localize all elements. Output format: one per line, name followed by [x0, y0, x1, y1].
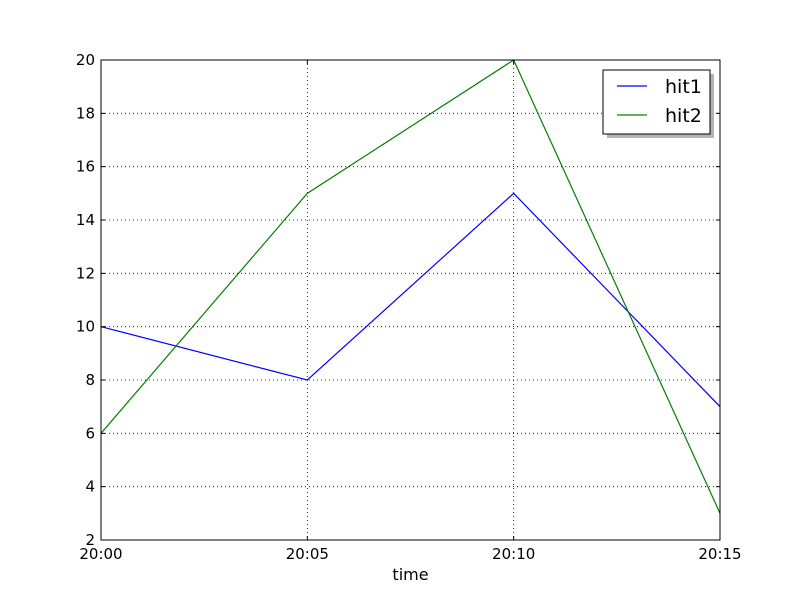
y-tick-label: 2 [85, 531, 95, 549]
y-tick-label: 8 [85, 371, 95, 389]
y-tick-label: 16 [76, 158, 95, 176]
legend-label-hit2: hit2 [665, 105, 702, 127]
plot-area-frame [100, 59, 721, 541]
series-line-hit2 [101, 60, 720, 514]
y-tick-label: 4 [85, 478, 95, 496]
y-tick-label: 18 [76, 104, 95, 122]
legend-box [602, 69, 711, 135]
series-line-hit1 [101, 192, 720, 408]
x-axis-label: time [392, 565, 428, 584]
grid-lines [101, 60, 720, 540]
tick-labels: 20:00 20:05 20:10 20:15 2 4 6 8 10 12 14 16 18 20 [76, 51, 742, 563]
x-tick-label: 20:10 [492, 545, 535, 563]
legend: hit1 hit2 [602, 69, 714, 138]
y-tick-label: 6 [85, 424, 95, 442]
y-tick-label: 12 [76, 264, 95, 282]
y-tick-label: 20 [76, 51, 95, 69]
legend-label-hit1: hit1 [665, 76, 702, 98]
series-lines [101, 60, 720, 514]
x-tick-label: 20:15 [698, 545, 741, 563]
y-tick-label: 10 [76, 318, 95, 336]
x-tick-label: 20:05 [286, 545, 329, 563]
y-tick-label: 14 [76, 211, 95, 229]
x-tick-label: 20:00 [79, 545, 122, 563]
axis-ticks [100, 59, 721, 541]
